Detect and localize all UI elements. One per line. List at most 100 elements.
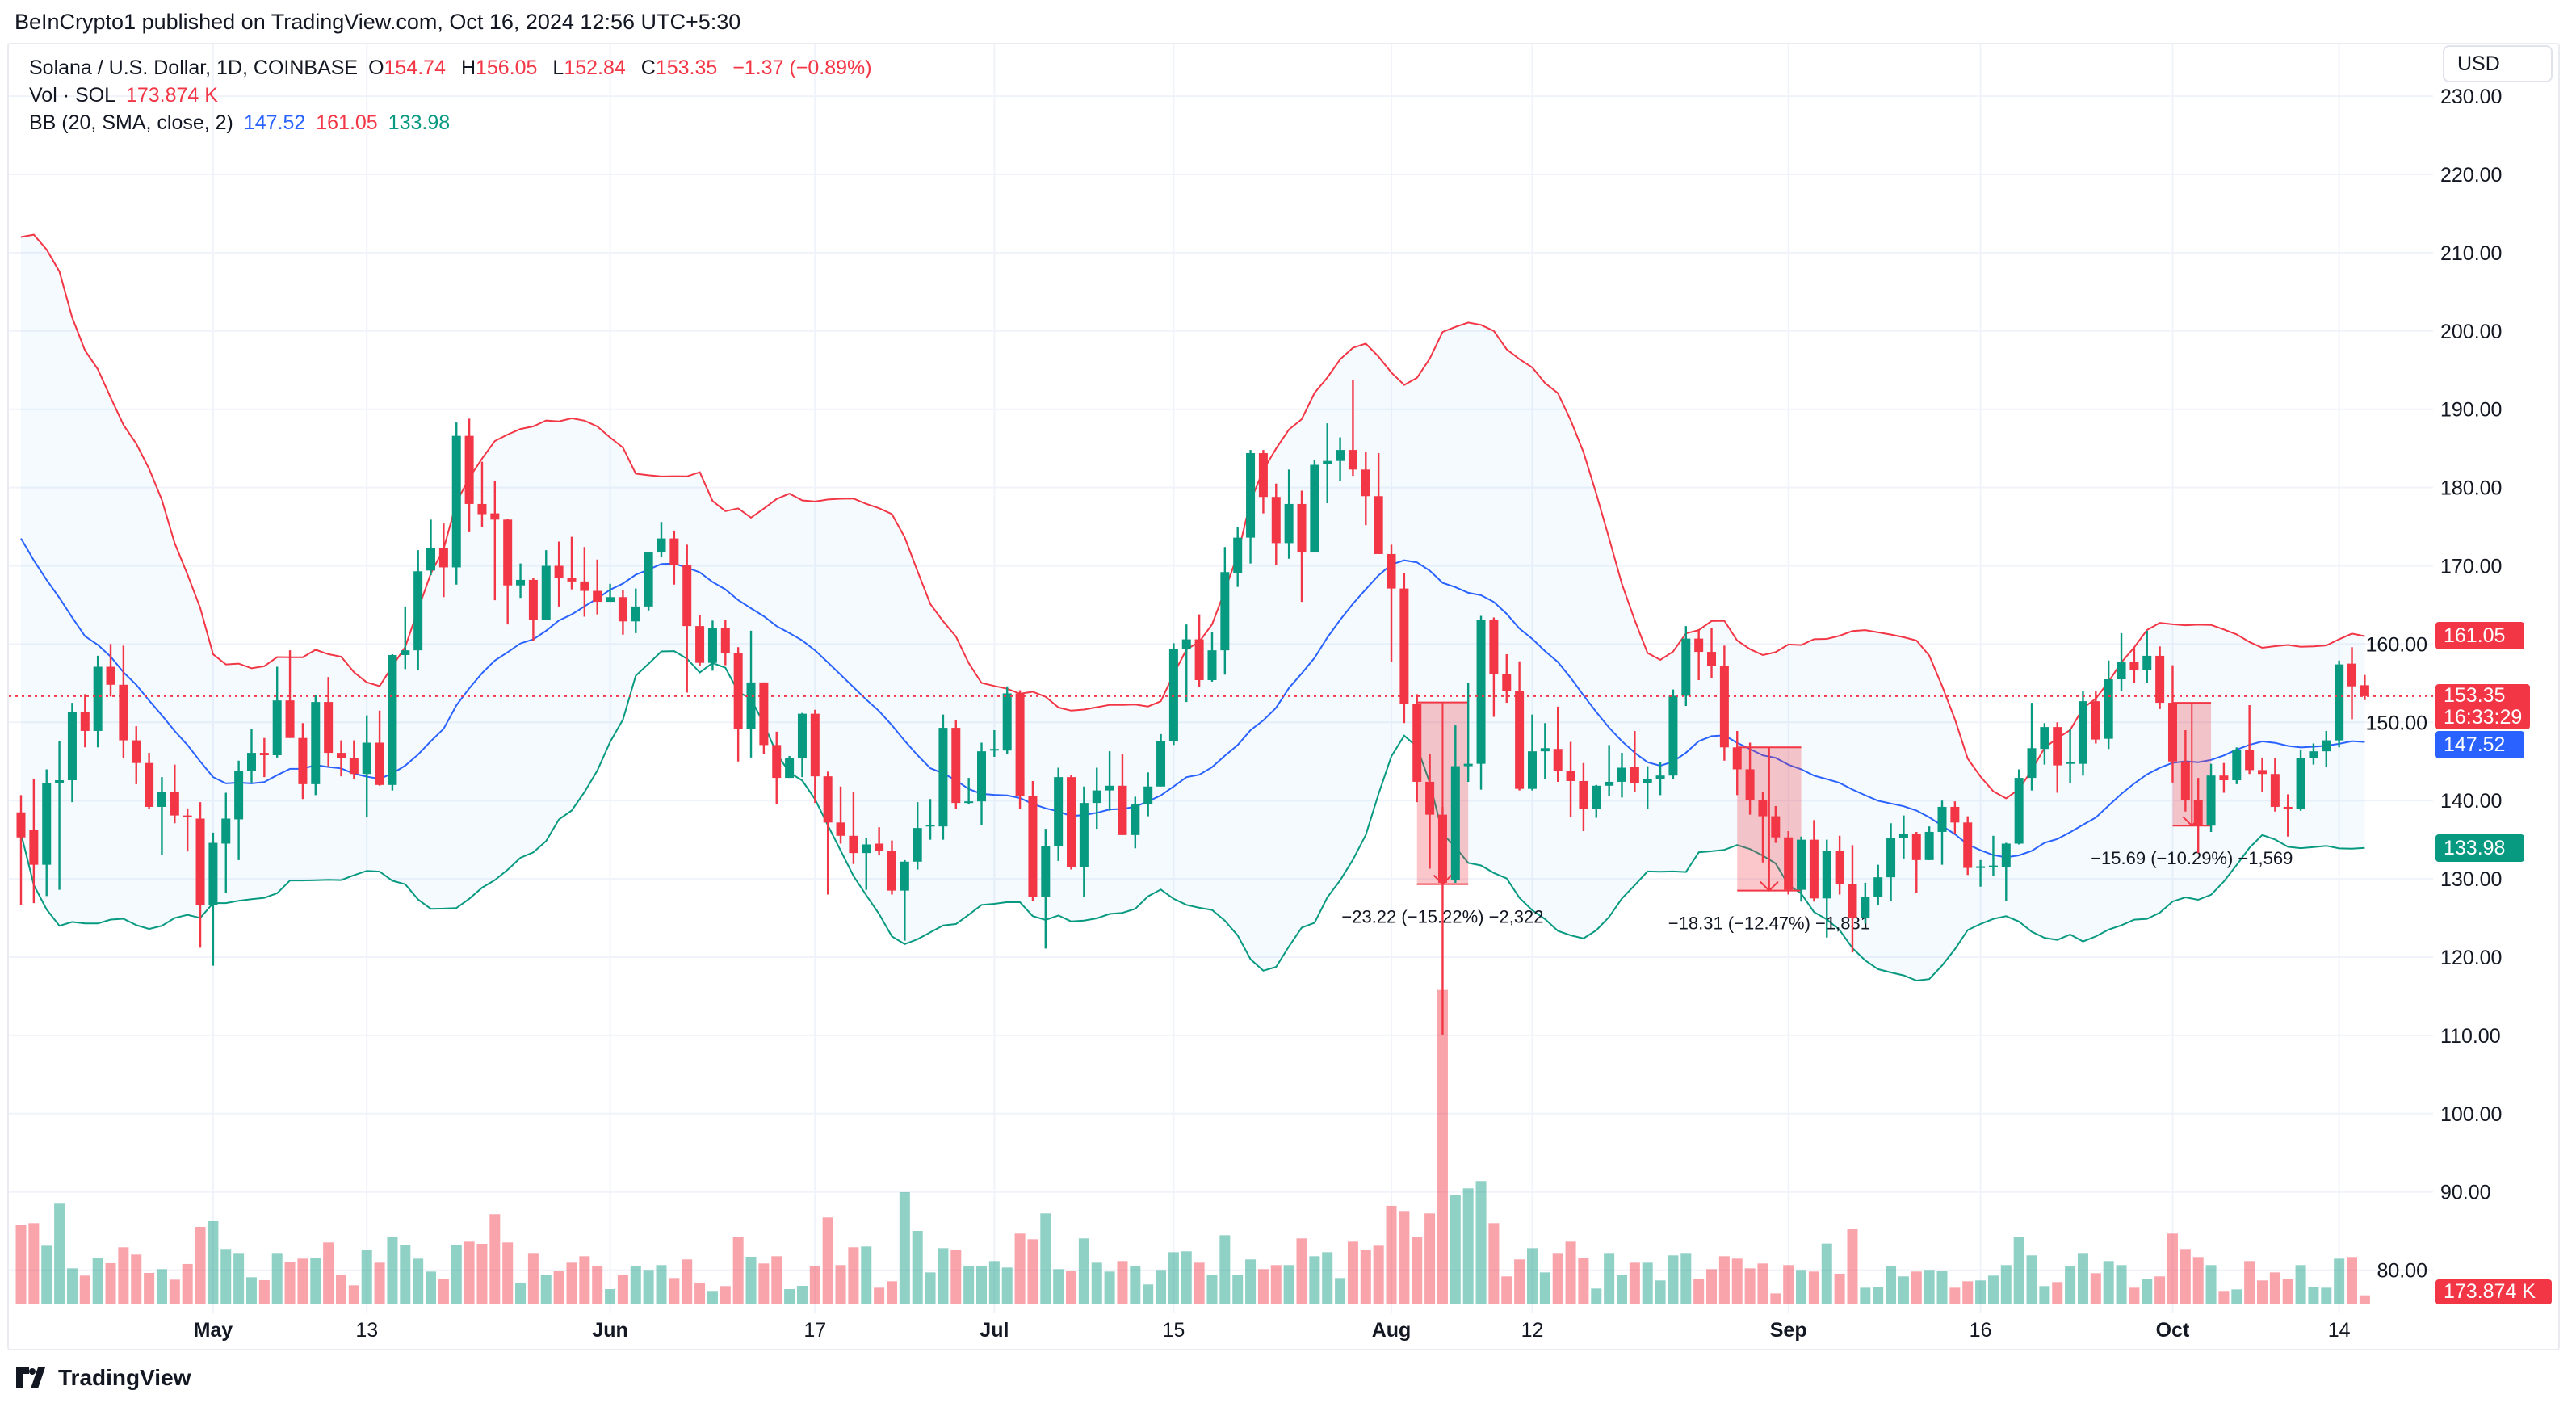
volume-bar (1924, 1270, 1935, 1304)
volume-bar (1949, 1287, 1961, 1304)
volume-bar (1962, 1281, 1974, 1304)
candle (1963, 816, 1973, 876)
candle-body (1988, 865, 1998, 867)
candle (1950, 801, 1960, 834)
candle-body (464, 435, 474, 504)
candle (311, 695, 321, 796)
volume-bar (861, 1246, 872, 1304)
time-tick-label: 16 (1970, 1319, 1992, 1342)
candle (2296, 750, 2305, 811)
candle-body (67, 712, 77, 781)
candle (631, 588, 640, 633)
volume-bar (2244, 1261, 2255, 1304)
bb-lower-line (20, 650, 2365, 982)
volume-bar (2142, 1279, 2153, 1304)
candle-body (1579, 780, 1588, 809)
candle (375, 710, 384, 786)
candle-body (682, 565, 692, 627)
volume-bar (310, 1258, 321, 1304)
volume-bar (2039, 1286, 2050, 1304)
close-label: C (640, 57, 656, 79)
bb-indicator-name[interactable]: BB (20, SMA, close, 2) (29, 111, 233, 134)
candle (1694, 628, 1704, 680)
volume-bar (169, 1279, 180, 1304)
symbol-name[interactable]: Solana / U.S. Dollar, 1D, COINBASE (29, 57, 359, 79)
candle (2053, 722, 2062, 793)
candle-body (259, 753, 269, 755)
candle (1579, 762, 1588, 831)
candle (797, 712, 807, 778)
volume-bar (118, 1247, 129, 1304)
volume-value: 173.874 K (125, 84, 218, 107)
volume-bar (515, 1282, 527, 1304)
candle (2142, 630, 2152, 683)
candle-body (1771, 816, 1781, 838)
candle (1681, 626, 1691, 706)
candle (606, 583, 615, 603)
candle-body (195, 818, 205, 905)
candle (695, 615, 705, 666)
volume-bar (438, 1279, 449, 1304)
candle (29, 779, 39, 904)
candle (1489, 617, 1499, 717)
volume-indicator-name[interactable]: Vol · SOL (29, 84, 115, 107)
volume-bar (1617, 1275, 1627, 1304)
candle-body (669, 538, 679, 565)
candle-body (1476, 620, 1486, 764)
candle (2322, 730, 2331, 767)
candle-body (2014, 778, 2024, 844)
candle-body (438, 548, 448, 568)
volume-bar (1834, 1273, 1845, 1304)
candle-body (2296, 758, 2305, 809)
candle-body (106, 666, 115, 685)
candle-body (1168, 649, 1178, 741)
volume-bar (707, 1291, 718, 1304)
volume-bar (2359, 1295, 2370, 1304)
candle-body (2001, 843, 2011, 867)
candle (2283, 794, 2293, 837)
candle (733, 647, 743, 762)
volume-bar (1718, 1256, 1730, 1304)
candle-body (1707, 652, 1717, 666)
candle-body (720, 628, 730, 653)
candle (426, 519, 436, 576)
volume-bar (2103, 1261, 2114, 1304)
volume-bar (566, 1262, 577, 1304)
candle-body (2053, 727, 2062, 766)
candle (285, 650, 295, 738)
volume-bar (1360, 1250, 1371, 1304)
candle (1387, 544, 1396, 662)
candle (746, 630, 756, 758)
volume-bar (2129, 1287, 2140, 1304)
candle (324, 677, 334, 766)
candle (669, 530, 679, 585)
volume-bar (1270, 1265, 1282, 1304)
currency-button[interactable]: USD (2443, 45, 2553, 82)
volume-bar (1655, 1280, 1666, 1304)
candle-body (1502, 674, 1512, 691)
legend-bb-row: BB (20, SMA, close, 2) 147.52 161.05 133… (29, 111, 455, 135)
candle (1976, 859, 1986, 887)
candle-body (388, 654, 397, 785)
volume-bar (1744, 1268, 1756, 1304)
volume-bar (2347, 1257, 2358, 1304)
candle-body (1399, 588, 1409, 704)
price-axis[interactable]: 80.00 90.00 100.00 110.00 120.00 130.00 140.00… (2366, 86, 2503, 1283)
tradingview-logo[interactable]: TradingView (16, 1365, 191, 1391)
volume-bar (1078, 1238, 1089, 1304)
volume-bar (656, 1265, 667, 1304)
candle-body (938, 728, 948, 827)
candle (618, 590, 627, 635)
volume-bar (2026, 1255, 2037, 1304)
volume-bar (1156, 1270, 1167, 1304)
candle (503, 519, 513, 625)
candle-body (1156, 741, 1166, 787)
candle-body (2167, 703, 2177, 762)
candle-body (2360, 685, 2369, 696)
candle-body (1118, 785, 1127, 835)
candle (1207, 632, 1217, 682)
time-axis[interactable]: May 13 Jun 17 Jul 15 Aug 12 Sep 16 Oct 14 (194, 1319, 2351, 1342)
price-range-measurement[interactable]: −15.69 (−10.29%) −1,569 (2091, 702, 2293, 868)
candle (2206, 763, 2216, 832)
